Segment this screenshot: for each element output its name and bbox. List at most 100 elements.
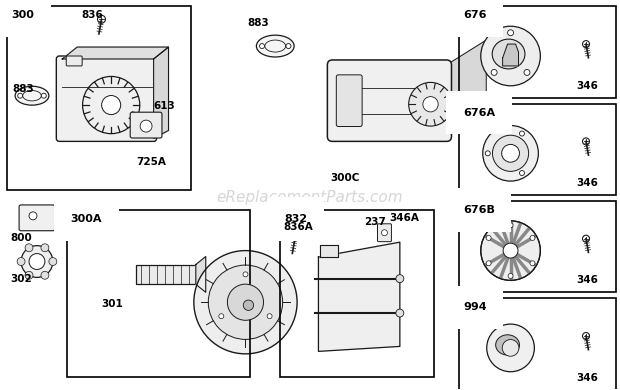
- Text: 954: 954: [270, 203, 292, 213]
- Circle shape: [49, 257, 57, 266]
- Circle shape: [219, 314, 224, 319]
- Text: 301: 301: [102, 299, 123, 309]
- Circle shape: [42, 93, 46, 98]
- Ellipse shape: [495, 335, 520, 355]
- Polygon shape: [503, 44, 518, 66]
- Text: 883: 883: [12, 84, 34, 94]
- Circle shape: [583, 41, 590, 48]
- Circle shape: [486, 261, 491, 266]
- Circle shape: [485, 151, 490, 156]
- Circle shape: [208, 265, 283, 339]
- Circle shape: [29, 212, 37, 220]
- Circle shape: [294, 206, 301, 213]
- Circle shape: [29, 254, 45, 269]
- Circle shape: [583, 333, 590, 339]
- Circle shape: [508, 223, 513, 228]
- Bar: [67, 210, 250, 377]
- Circle shape: [486, 236, 491, 240]
- Ellipse shape: [257, 35, 294, 57]
- Circle shape: [492, 135, 529, 171]
- Circle shape: [503, 243, 518, 258]
- Text: 346A: 346A: [389, 213, 419, 223]
- Text: 725A: 725A: [136, 157, 166, 167]
- Circle shape: [396, 309, 404, 317]
- Circle shape: [267, 314, 272, 319]
- FancyBboxPatch shape: [130, 112, 162, 138]
- Circle shape: [41, 271, 49, 279]
- Text: 883: 883: [247, 18, 269, 28]
- FancyBboxPatch shape: [378, 224, 391, 242]
- FancyBboxPatch shape: [336, 75, 362, 126]
- Polygon shape: [446, 40, 486, 136]
- Ellipse shape: [15, 86, 49, 105]
- Circle shape: [508, 30, 513, 36]
- Text: 613: 613: [153, 101, 175, 111]
- Text: 346: 346: [576, 373, 598, 383]
- Circle shape: [530, 236, 535, 240]
- Polygon shape: [321, 245, 339, 257]
- Circle shape: [483, 126, 538, 181]
- Circle shape: [102, 96, 121, 115]
- Text: 676B: 676B: [463, 205, 495, 215]
- Circle shape: [243, 300, 254, 310]
- Circle shape: [583, 138, 590, 145]
- Text: eReplacementParts.com: eReplacementParts.com: [216, 190, 404, 206]
- Text: 994: 994: [463, 302, 487, 312]
- Circle shape: [17, 257, 25, 266]
- Circle shape: [530, 261, 535, 266]
- Circle shape: [286, 44, 291, 48]
- Bar: [459, 6, 616, 98]
- Circle shape: [243, 272, 248, 277]
- FancyBboxPatch shape: [19, 205, 55, 231]
- Circle shape: [491, 69, 497, 75]
- Circle shape: [502, 340, 519, 356]
- Circle shape: [21, 246, 53, 277]
- FancyBboxPatch shape: [56, 56, 157, 142]
- Circle shape: [487, 324, 534, 372]
- Circle shape: [25, 244, 33, 252]
- Circle shape: [260, 44, 265, 48]
- Circle shape: [502, 144, 520, 162]
- Circle shape: [583, 235, 590, 242]
- Text: 300: 300: [11, 10, 34, 20]
- Text: 300A: 300A: [71, 214, 102, 224]
- Polygon shape: [62, 47, 169, 59]
- Text: 836: 836: [82, 10, 104, 20]
- Circle shape: [423, 97, 438, 112]
- Circle shape: [228, 284, 264, 320]
- Text: 300C: 300C: [330, 173, 359, 183]
- Bar: [459, 104, 616, 195]
- Polygon shape: [319, 242, 400, 351]
- Circle shape: [140, 120, 152, 132]
- Circle shape: [508, 273, 513, 278]
- Polygon shape: [154, 47, 169, 138]
- Text: 676: 676: [463, 10, 487, 20]
- Circle shape: [25, 271, 33, 279]
- Text: 302: 302: [10, 275, 32, 284]
- Text: 800: 800: [10, 233, 32, 243]
- Bar: [136, 264, 196, 284]
- Circle shape: [524, 69, 530, 75]
- Circle shape: [381, 230, 388, 236]
- Circle shape: [480, 26, 541, 86]
- Text: 346: 346: [576, 275, 598, 285]
- Text: 836A: 836A: [283, 222, 313, 232]
- Text: 832: 832: [284, 214, 308, 224]
- Bar: [459, 201, 616, 292]
- Bar: [459, 298, 616, 390]
- FancyBboxPatch shape: [66, 56, 82, 66]
- Bar: [280, 210, 434, 377]
- Circle shape: [97, 15, 105, 23]
- Circle shape: [520, 131, 525, 136]
- Circle shape: [396, 275, 404, 283]
- Circle shape: [41, 244, 49, 252]
- Circle shape: [82, 76, 140, 134]
- Polygon shape: [332, 112, 486, 136]
- Text: 346: 346: [576, 81, 598, 91]
- Circle shape: [18, 93, 23, 98]
- Bar: [7, 6, 191, 190]
- Circle shape: [409, 82, 453, 126]
- Text: 676A: 676A: [463, 108, 495, 118]
- Circle shape: [480, 221, 541, 280]
- FancyBboxPatch shape: [327, 60, 451, 142]
